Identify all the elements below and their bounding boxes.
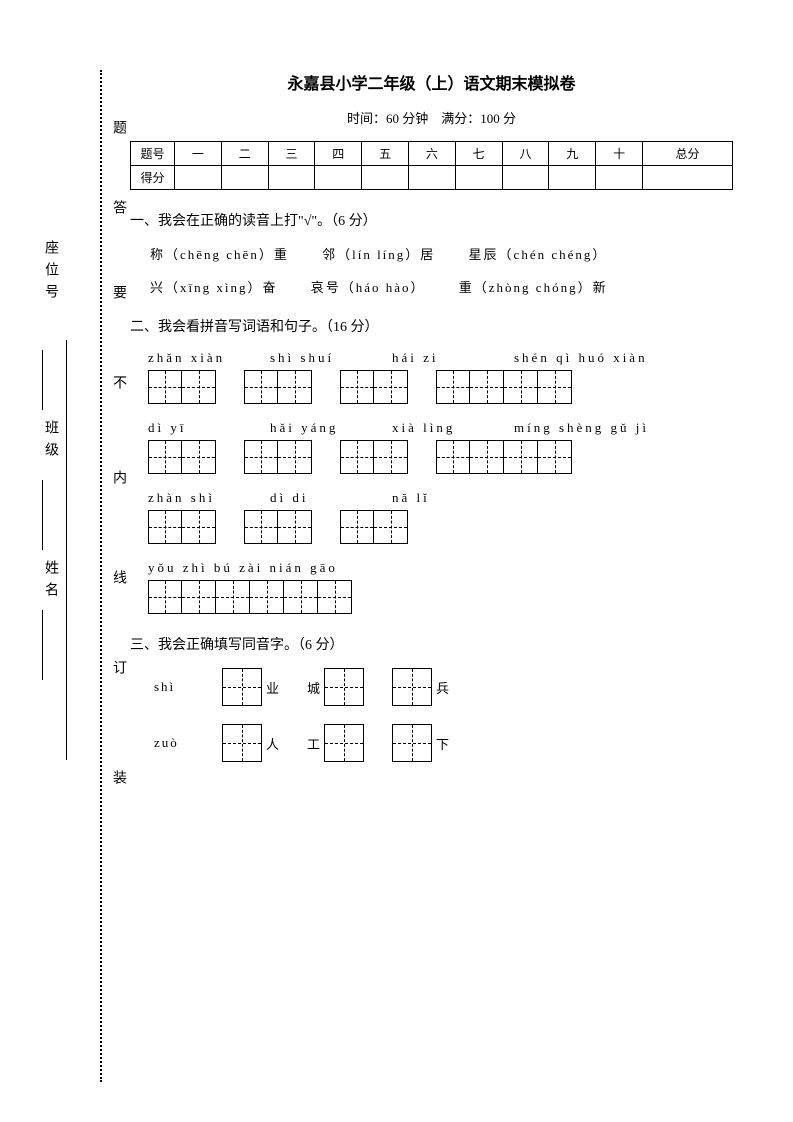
page-content: 永嘉县小学二年级（上）语文期末模拟卷 时间：60 分钟 满分：100 分 题号 … (0, 0, 793, 820)
th: 八 (502, 142, 549, 166)
table-row: 题号 一 二 三 四 五 六 七 八 九 十 总分 (131, 142, 733, 166)
th: 七 (455, 142, 502, 166)
q1-item: 星辰（chén chéng） (469, 247, 608, 262)
th: 五 (362, 142, 409, 166)
q1-item: 哀号（háo hào） (311, 280, 426, 295)
exam-title: 永嘉县小学二年级（上）语文期末模拟卷 (130, 70, 733, 94)
q1-row: 兴（xīng xìng）奋 哀号（háo hào） 重（zhòng chóng）… (150, 277, 733, 296)
q3-item: 业 (222, 668, 279, 706)
th: 三 (268, 142, 315, 166)
tianzi[interactable] (392, 724, 432, 762)
tianzi[interactable] (148, 370, 216, 404)
tc[interactable] (596, 166, 643, 190)
box-row (148, 510, 733, 544)
tianzi[interactable] (244, 510, 312, 544)
q3-pinyin: zuò (154, 735, 194, 751)
q1-row: 称（chēng chēn）重 邻（lín líng）居 星辰（chén chén… (150, 244, 733, 263)
th: 六 (408, 142, 455, 166)
tianzi[interactable] (148, 440, 216, 474)
q1-item: 邻（lín líng）居 (322, 247, 435, 262)
table-row: 得分 (131, 166, 733, 190)
pinyin: zhàn shì (148, 490, 238, 506)
tc[interactable] (549, 166, 596, 190)
q3-char: 城 (307, 678, 320, 697)
q3-item: 人 (222, 724, 279, 762)
box-row (148, 370, 733, 404)
pinyin-row: dì yī hǎi yáng xià lìng míng shèng gǔ jì (148, 420, 733, 436)
pinyin: hǎi yáng (270, 420, 360, 436)
tc[interactable] (221, 166, 268, 190)
q3-item: 工 (307, 724, 364, 762)
q1-item: 兴（xīng xìng）奋 (150, 280, 277, 295)
pinyin: míng shèng gǔ jì (514, 420, 649, 436)
tc[interactable] (455, 166, 502, 190)
q3-row: shì 业 城 兵 (154, 668, 733, 706)
tc[interactable] (408, 166, 455, 190)
pinyin: nǎ lǐ (392, 490, 430, 506)
th: 九 (549, 142, 596, 166)
pinyin: hái zi (392, 350, 482, 366)
tc[interactable] (315, 166, 362, 190)
pinyin-row: zhàn shì dì di nǎ lǐ (148, 490, 733, 506)
q3-char: 人 (266, 734, 279, 753)
q1-item: 称（chēng chēn）重 (150, 247, 289, 262)
tc[interactable] (362, 166, 409, 190)
tc[interactable] (268, 166, 315, 190)
tianzi[interactable] (436, 370, 572, 404)
pinyin: yǒu zhì bú zài nián gāo (148, 560, 338, 576)
tianzi[interactable] (340, 510, 408, 544)
q3-item: 城 (307, 668, 364, 706)
tc[interactable] (642, 166, 732, 190)
tc: 得分 (131, 166, 175, 190)
tianzi[interactable] (148, 510, 216, 544)
q1-item: 重（zhòng chóng）新 (459, 280, 608, 295)
tianzi[interactable] (324, 668, 364, 706)
tianzi[interactable] (340, 370, 408, 404)
pinyin: zhǎn xiàn (148, 350, 238, 366)
section-2-title: 二、我会看拼音写词语和句子。（16 分） (130, 316, 733, 336)
tianzi[interactable] (436, 440, 572, 474)
tianzi[interactable] (222, 724, 262, 762)
score-table: 题号 一 二 三 四 五 六 七 八 九 十 总分 得分 (130, 141, 733, 190)
tianzi[interactable] (244, 370, 312, 404)
tc[interactable] (175, 166, 222, 190)
tianzi[interactable] (148, 580, 352, 614)
pinyin: shì shuí (270, 350, 360, 366)
section-1-title: 一、我会在正确的读音上打"√"。（6 分） (130, 210, 733, 230)
box-row (148, 580, 733, 614)
q3-pinyin: shì (154, 679, 194, 695)
pinyin-row: zhǎn xiàn shì shuí hái zi shén qì huó xi… (148, 350, 733, 366)
pinyin: xià lìng (392, 420, 482, 436)
q3-char: 业 (266, 678, 279, 697)
fullscore-text: 满分：100 分 (441, 111, 516, 126)
pinyin: dì yī (148, 420, 238, 436)
pinyin: shén qì huó xiàn (514, 350, 648, 366)
q3-row: zuò 人 工 下 (154, 724, 733, 762)
q3-char: 下 (436, 734, 449, 753)
q3-char: 兵 (436, 678, 449, 697)
exam-meta: 时间：60 分钟 满分：100 分 (130, 108, 733, 127)
pinyin-row: yǒu zhì bú zài nián gāo (148, 560, 733, 576)
th: 总分 (642, 142, 732, 166)
th: 题号 (131, 142, 175, 166)
q3-item: 兵 (392, 668, 449, 706)
th: 一 (175, 142, 222, 166)
q3-item: 下 (392, 724, 449, 762)
box-row (148, 440, 733, 474)
th: 十 (596, 142, 643, 166)
th: 二 (221, 142, 268, 166)
q3-char: 工 (307, 734, 320, 753)
tianzi[interactable] (392, 668, 432, 706)
pinyin: dì di (270, 490, 360, 506)
tianzi[interactable] (222, 668, 262, 706)
tc[interactable] (502, 166, 549, 190)
tianzi[interactable] (324, 724, 364, 762)
time-text: 时间：60 分钟 (347, 111, 428, 126)
th: 四 (315, 142, 362, 166)
tianzi[interactable] (340, 440, 408, 474)
section-3-title: 三、我会正确填写同音字。（6 分） (130, 634, 733, 654)
tianzi[interactable] (244, 440, 312, 474)
